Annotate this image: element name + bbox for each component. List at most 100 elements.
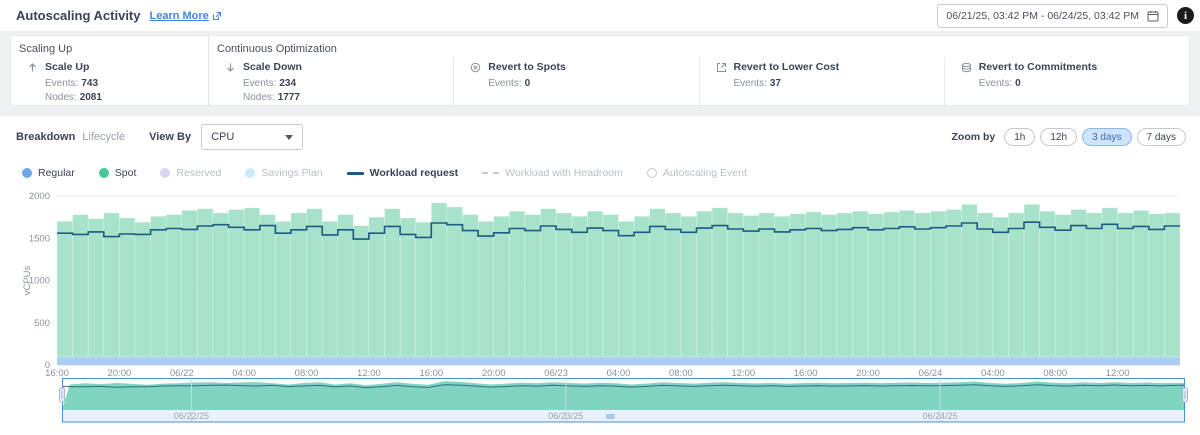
svg-text:12:00: 12:00 [1106,368,1130,379]
date-range-value: 06/21/25, 03:42 PM - 06/24/25, 03:42 PM [946,9,1139,22]
legend-swatch-regular [22,168,32,178]
card-revert-to-lower-cost: Revert to Lower Cost Events: 37 [698,57,944,105]
legend-item-reserved[interactable]: Reserved [160,167,221,179]
stat-events: Events: 37 [733,78,781,89]
continuous-optimization-group: Continuous Optimization Scale Down Event… [209,36,1189,105]
main-chart[interactable]: 0 500 1000 1500 2000 vCPUs 16:00 20:00 06/22 04:0… [0,184,1200,384]
svg-text:08:00: 08:00 [295,368,319,379]
learn-more-link[interactable]: Learn More [149,10,221,22]
navigator-handle-left[interactable] [59,387,65,403]
svg-text:0: 0 [45,360,50,371]
legend-swatch-savings-plan [245,168,256,178]
commitments-icon [961,62,971,72]
svg-text:vCPUs: vCPUs [22,265,33,295]
legend-label: Spot [114,167,137,179]
svg-text:16:00: 16:00 [45,368,69,379]
svg-text:06/24: 06/24 [919,368,943,379]
card-title: Scale Up [45,61,90,73]
legend-swatch-reserved [160,168,171,178]
view-by-label: View By [149,131,192,143]
legend-item-regular[interactable]: Regular [22,167,75,179]
legend-label: Savings Plan [261,167,323,179]
card-revert-to-spots: Revert to Spots Events: 0 [453,57,698,105]
stat-events: Events: 0 [978,78,1021,89]
svg-text:06/24/25: 06/24/25 [923,411,958,421]
card-title: Revert to Lower Cost [733,61,840,73]
summary-cards-panel: Scaling Up Scale Up Events: 743 Nodes: 208… [10,35,1190,106]
chart-controls: Breakdown Lifecycle View By CPU Zoom by … [16,124,1186,150]
chevron-down-icon [285,134,294,140]
legend-label: Reserved [176,167,222,179]
chart-legend: Regular Spot Reserved Savings Plan Workload … [22,164,747,182]
info-icon[interactable]: i [1177,7,1194,24]
lower-cost-icon [716,62,726,72]
zoom-by-group: Zoom by 1h 12h 3 days 7 days [951,128,1186,146]
card-title: Scale Down [243,61,302,73]
legend-label: Regular [38,167,75,179]
svg-text:1000: 1000 [29,276,50,287]
svg-text:12:00: 12:00 [357,368,381,379]
arrow-down-icon [227,63,234,72]
legend-label: Workload request [369,167,459,179]
stat-events: Events: 0 [488,78,531,89]
svg-text:06/22: 06/22 [170,368,194,379]
stat-nodes: Nodes: 1777 [243,92,300,103]
zoom-by-label: Zoom by [951,131,996,143]
zoom-option-1h[interactable]: 1h [1004,128,1036,146]
legend-item-spot[interactable]: Spot [98,167,137,179]
chart-panel: Breakdown Lifecycle View By CPU Zoom by … [0,116,1200,435]
date-range-picker[interactable]: 06/21/25, 03:42 PM - 06/24/25, 03:42 PM [937,3,1168,28]
legend-item-workload-with-headroom[interactable]: Workload with Headroom [482,167,623,179]
legend-item-autoscaling-event[interactable]: Autoscaling Event [646,167,747,179]
stat-nodes: Nodes: 2081 [45,92,102,103]
svg-text:04:00: 04:00 [607,368,631,379]
svg-text:16:00: 16:00 [419,368,443,379]
legend-item-savings-plan[interactable]: Savings Plan [245,167,323,179]
view-by-select[interactable]: CPU [201,124,304,150]
stat-events: Events: 743 [45,78,99,89]
svg-text:06/23: 06/23 [544,368,568,379]
legend-swatch-workload-request [346,171,364,175]
svg-text:06/22/25: 06/22/25 [174,411,209,421]
zoom-option-7-days[interactable]: 7 days [1136,128,1186,146]
svg-text:04:00: 04:00 [981,368,1005,379]
navigator-handle-right[interactable] [1182,387,1188,403]
group-header-continuous-optimization: Continuous Optimization [217,43,337,55]
svg-text:04:00: 04:00 [232,368,256,379]
arrow-up-icon [29,62,36,71]
svg-text:08:00: 08:00 [669,368,693,379]
card-scale-up: Scale Up Events: 743 Nodes: 2081 [11,57,208,105]
view-by-value: CPU [211,131,235,143]
legend-label: Workload with Headroom [505,167,623,179]
card-scale-down: Scale Down Events: 234 Nodes: 1777 [209,57,453,105]
svg-text:20:00: 20:00 [482,368,506,379]
stat-events: Events: 234 [243,78,297,89]
spots-icon [471,62,481,72]
scaling-up-group: Scaling Up Scale Up Events: 743 Nodes: 208… [11,36,209,105]
card-title: Revert to Spots [488,61,566,73]
svg-text:12:00: 12:00 [731,368,755,379]
legend-label: Autoscaling Event [662,167,747,179]
zoom-option-12h[interactable]: 12h [1040,128,1078,146]
page-title: Autoscaling Activity [16,8,141,23]
svg-text:16:00: 16:00 [794,368,818,379]
calendar-icon[interactable] [1147,10,1159,22]
external-link-icon [212,11,221,20]
top-bar: Autoscaling Activity Learn More 06/21/25… [0,0,1200,31]
svg-text:20:00: 20:00 [856,368,880,379]
learn-more-label: Learn More [149,9,209,22]
svg-text:06/23/25: 06/23/25 [548,411,583,421]
svg-text:2000: 2000 [29,191,50,202]
svg-text:08:00: 08:00 [1043,368,1067,379]
tab-breakdown[interactable]: Breakdown [16,131,76,143]
tab-lifecycle[interactable]: Lifecycle [82,131,126,143]
legend-swatch-spot [98,168,109,178]
card-revert-to-commitments: Revert to Commitments Events: 0 [943,57,1189,105]
card-title: Revert to Commitments [978,61,1098,73]
navigator-chart[interactable]: 06/22/25 06/23/25 06/24/25 [0,378,1200,424]
legend-item-workload-request[interactable]: Workload request [346,167,459,179]
zoom-option-3-days[interactable]: 3 days [1082,128,1132,146]
legend-swatch-workload-with-headroom [482,172,500,174]
svg-text:500: 500 [34,318,50,329]
svg-text:20:00: 20:00 [107,368,131,379]
